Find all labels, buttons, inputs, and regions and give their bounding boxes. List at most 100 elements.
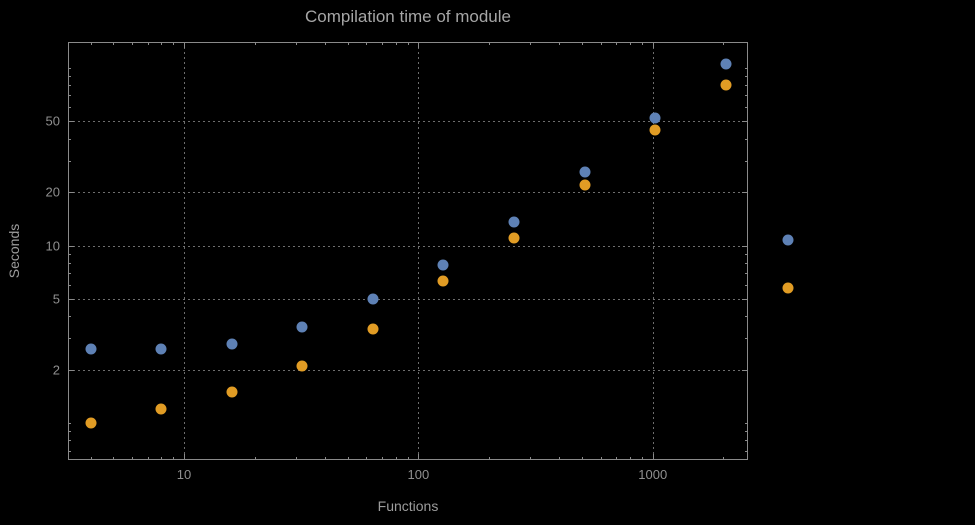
y-major-tick — [742, 299, 748, 300]
x-minor-tick — [723, 457, 725, 460]
x-minor-tick — [131, 457, 133, 460]
y-major-tick — [742, 369, 748, 371]
y-minor-tick — [745, 273, 748, 275]
x-minor-tick — [530, 457, 532, 460]
x-minor-tick — [161, 42, 163, 45]
x-minor-tick — [254, 42, 256, 45]
data-point-orange-series — [649, 124, 661, 136]
x-axis-label: Functions — [377, 498, 439, 514]
data-point-blue-series — [437, 259, 449, 271]
y-gridline — [68, 299, 748, 300]
y-minor-tick — [68, 450, 71, 452]
y-tick-label: 50 — [45, 113, 60, 129]
x-minor-tick — [616, 457, 618, 460]
y-minor-tick — [68, 262, 71, 264]
data-point-orange-series — [508, 232, 520, 244]
y-minor-tick — [745, 284, 748, 286]
y-tick-label: 5 — [52, 291, 60, 307]
x-minor-tick — [488, 457, 490, 460]
x-minor-tick — [366, 457, 368, 460]
x-minor-tick — [630, 457, 631, 460]
x-minor-tick — [616, 42, 618, 45]
x-minor-tick — [488, 42, 490, 45]
data-point-orange-series — [367, 323, 379, 335]
x-minor-tick — [582, 42, 584, 45]
data-point-blue-series — [649, 112, 661, 124]
x-major-tick — [652, 42, 654, 48]
y-minor-tick — [68, 284, 71, 286]
y-major-tick — [742, 245, 748, 247]
x-tick-label: 100 — [407, 467, 430, 482]
y-gridline — [68, 369, 748, 371]
y-minor-tick — [745, 423, 748, 425]
y-minor-tick — [745, 138, 748, 140]
data-point-orange-series — [437, 275, 449, 287]
x-minor-tick — [325, 457, 327, 460]
y-gridline — [68, 121, 748, 123]
y-major-tick — [742, 192, 748, 194]
x-minor-tick — [161, 457, 163, 460]
y-minor-tick — [68, 273, 71, 275]
x-minor-tick — [641, 42, 643, 45]
x-minor-tick — [113, 457, 115, 460]
y-minor-tick — [745, 316, 748, 318]
y-minor-tick — [745, 107, 748, 109]
x-tick-label: 1000 — [638, 467, 668, 482]
data-point-blue-series — [296, 321, 308, 332]
y-minor-tick — [745, 431, 748, 433]
x-major-tick — [418, 42, 420, 48]
x-minor-tick — [723, 42, 725, 45]
y-tick-label: 2 — [52, 362, 60, 378]
y-minor-tick — [68, 67, 71, 69]
x-minor-tick — [295, 42, 297, 45]
y-gridline — [68, 245, 748, 247]
data-point-blue-series — [226, 338, 238, 350]
x-minor-tick — [254, 457, 256, 460]
y-minor-tick — [68, 76, 71, 78]
x-minor-tick — [113, 42, 115, 45]
x-minor-tick — [600, 42, 602, 45]
legend-marker-blue-series — [782, 234, 794, 246]
y-gridline — [68, 192, 748, 194]
x-minor-tick — [407, 457, 409, 460]
x-minor-tick — [90, 457, 92, 460]
data-point-orange-series — [155, 403, 167, 415]
y-major-tick — [742, 121, 748, 123]
y-minor-tick — [68, 160, 71, 162]
x-minor-tick — [630, 42, 631, 45]
x-minor-tick — [347, 457, 349, 460]
data-point-blue-series — [508, 216, 520, 228]
x-minor-tick — [366, 42, 368, 45]
y-major-tick — [68, 299, 74, 300]
x-minor-tick — [347, 42, 349, 45]
y-major-tick — [68, 192, 74, 194]
x-gridline — [418, 42, 420, 460]
x-minor-tick — [600, 457, 602, 460]
data-point-blue-series — [579, 166, 591, 178]
x-minor-tick — [147, 457, 149, 460]
x-major-tick — [418, 454, 420, 460]
y-minor-tick — [68, 440, 71, 442]
x-major-tick — [183, 42, 185, 48]
y-minor-tick — [745, 253, 748, 255]
x-minor-tick — [395, 42, 397, 45]
x-minor-tick — [147, 42, 149, 45]
x-minor-tick — [325, 42, 327, 45]
y-minor-tick — [745, 440, 748, 442]
data-point-orange-series — [720, 79, 732, 91]
y-major-tick — [68, 121, 74, 123]
data-point-orange-series — [579, 179, 591, 191]
y-minor-tick — [745, 262, 748, 264]
y-tick-label: 20 — [45, 184, 60, 200]
data-point-blue-series — [155, 343, 167, 355]
x-minor-tick — [295, 457, 297, 460]
data-point-blue-series — [367, 293, 379, 305]
x-gridline — [652, 42, 654, 460]
y-minor-tick — [745, 85, 748, 87]
x-minor-tick — [382, 457, 384, 460]
y-minor-tick — [745, 67, 748, 69]
x-minor-tick — [559, 42, 561, 45]
x-major-tick — [652, 454, 654, 460]
y-minor-tick — [68, 338, 71, 340]
data-point-blue-series — [85, 343, 97, 355]
